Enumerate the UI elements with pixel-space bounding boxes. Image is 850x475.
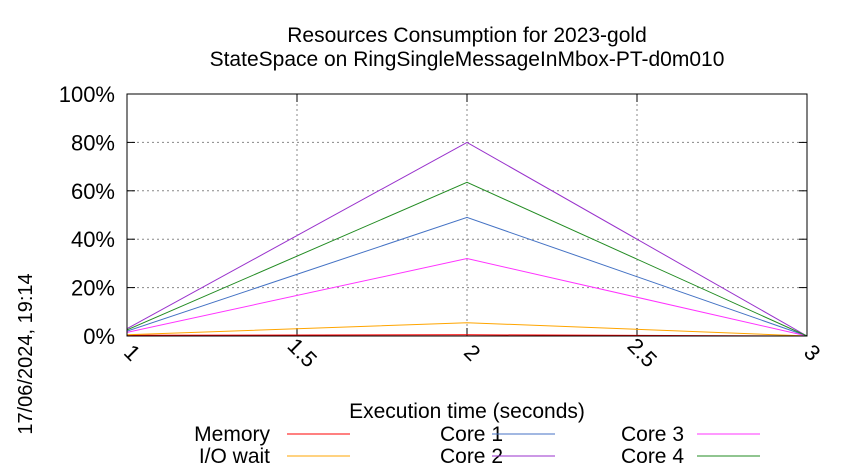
legend-label: Core 2 bbox=[440, 445, 503, 468]
x-tick-label: 2.5 bbox=[623, 333, 662, 372]
plot-frame bbox=[126, 93, 808, 337]
series-line-core-1 bbox=[126, 216, 808, 337]
legend-label: Memory bbox=[194, 423, 270, 446]
y-tick-label: 20% bbox=[71, 276, 115, 301]
y-axis: 0% 20% 40% 60% 80% 100% bbox=[59, 82, 807, 349]
y-tick-label: 100% bbox=[59, 82, 115, 107]
legend-label: Core 4 bbox=[621, 445, 684, 468]
series-line-core-4 bbox=[126, 181, 808, 337]
chart-title: Resources Consumption for 2023-gold bbox=[287, 24, 647, 47]
legend-label: Core 3 bbox=[621, 423, 684, 446]
x-tick-label: 3 bbox=[799, 340, 825, 366]
series-line-core-2 bbox=[126, 141, 808, 337]
legend-label: Core 1 bbox=[440, 423, 503, 446]
series-line-core-3 bbox=[126, 258, 808, 337]
x-tick-label: 2 bbox=[459, 340, 485, 366]
y-tick-label: 80% bbox=[71, 130, 115, 155]
y-tick-label: 60% bbox=[71, 179, 115, 204]
legend-label: I/O wait bbox=[199, 445, 270, 468]
x-axis: 1 1.5 2 2.5 3 bbox=[119, 94, 825, 372]
timestamp: 17/06/2024, 19:14 bbox=[15, 273, 37, 434]
series-line-i-o-wait bbox=[126, 322, 808, 337]
x-tick-label: 1 bbox=[119, 340, 145, 366]
x-axis-label: Execution time (seconds) bbox=[349, 400, 585, 423]
y-tick-label: 0% bbox=[83, 324, 115, 349]
x-tick-label: 1.5 bbox=[283, 333, 322, 372]
y-tick-label: 40% bbox=[71, 227, 115, 252]
grid bbox=[127, 94, 807, 336]
chart-subtitle: StateSpace on RingSingleMessageInMbox-PT… bbox=[210, 48, 725, 71]
